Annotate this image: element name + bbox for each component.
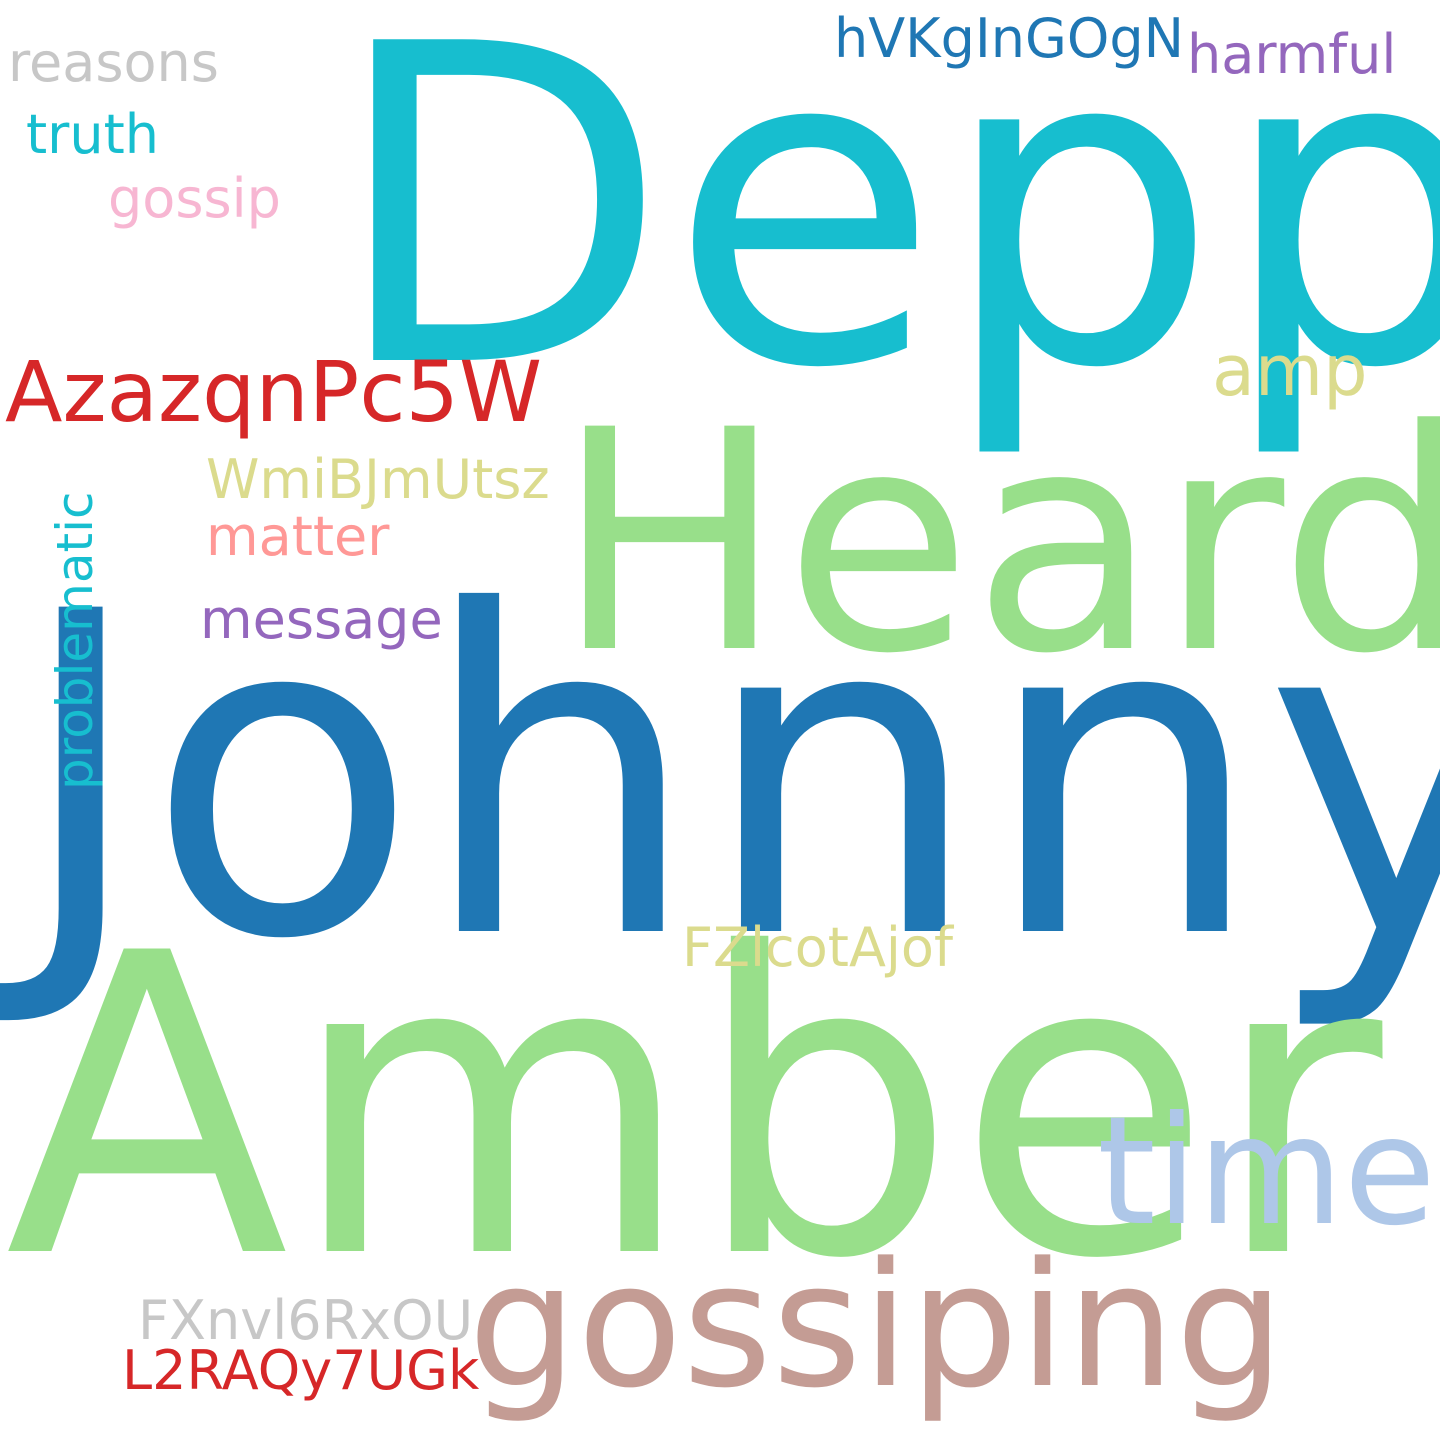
word-message: message (200, 588, 443, 651)
word-truth: truth (26, 103, 159, 166)
word-problematic: problematic (46, 491, 104, 790)
word-amp: amp (1212, 330, 1368, 412)
word-gossiping: gossiping (468, 1225, 1285, 1426)
word-time: time (1097, 1085, 1436, 1259)
word-amber: Amber (5, 866, 1383, 1349)
word-matter: matter (206, 505, 390, 568)
word-hvkgingogn: hVKgInGOgN (834, 7, 1185, 70)
word-azazqnpc5w: AzazqnPc5W (5, 343, 543, 441)
word-gossip: gossip (108, 167, 281, 230)
word-johnny: Johnny (15, 518, 1440, 1036)
word-fxnvl6rxou: FXnvl6RxOU (138, 1289, 474, 1352)
word-reasons: reasons (8, 31, 219, 94)
word-depp: Depp (330, 0, 1440, 464)
word-fzlcotajof: FZlcotAjof (682, 916, 953, 979)
word-l2raqy7ugk: L2RAQy7UGk (122, 1339, 480, 1402)
word-harmful: harmful (1187, 23, 1397, 86)
word-wmibjmutsz: WmiBJmUtsz (206, 448, 550, 511)
word-heard: Heard (555, 365, 1440, 720)
